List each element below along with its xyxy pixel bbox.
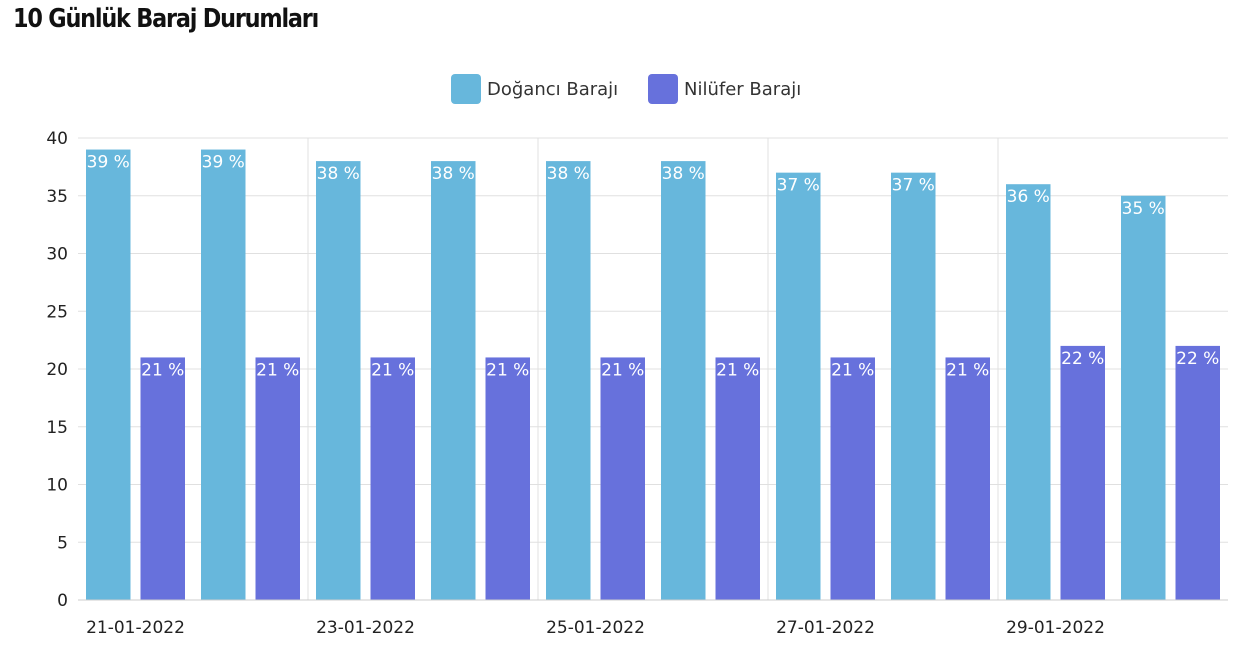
y-tick-label: 10 xyxy=(46,476,68,496)
bar-nilufer[interactable] xyxy=(945,357,991,600)
x-tick-label: 29-01-2022 xyxy=(1006,618,1105,638)
y-tick-label: 15 xyxy=(46,418,68,438)
bar-value-label: 39 % xyxy=(202,153,245,173)
axes: 0 5 10 15 20 25 30 35 40 21-01-2022 23-01-2022 25-0… xyxy=(46,129,1228,638)
grid-lines xyxy=(78,137,1228,600)
bar-doganci[interactable] xyxy=(776,172,821,600)
bar-value-label: 21 % xyxy=(371,360,414,380)
bar-doganci[interactable] xyxy=(891,172,936,600)
bar-doganci[interactable] xyxy=(1006,184,1051,600)
bar-value-label: 39 % xyxy=(87,153,130,173)
bar-value-label: 21 % xyxy=(946,360,989,380)
bar-value-label: 21 % xyxy=(831,360,874,380)
y-tick-label: 35 xyxy=(46,187,68,207)
bar-doganci[interactable] xyxy=(201,149,246,601)
y-tick-label: 40 xyxy=(46,129,68,149)
bar-value-label: 38 % xyxy=(432,164,475,184)
bar-value-label: 21 % xyxy=(141,360,184,380)
bar-value-label: 21 % xyxy=(256,360,299,380)
y-tick-label: 5 xyxy=(57,533,68,553)
bar-nilufer[interactable] xyxy=(140,357,186,600)
bar-doganci[interactable] xyxy=(316,161,361,600)
legend-label: Doğancı Barajı xyxy=(487,79,618,100)
bar-nilufer[interactable] xyxy=(1175,345,1221,600)
y-tick-label: 30 xyxy=(46,245,68,265)
legend-swatch xyxy=(648,74,678,104)
legend-item-nilufer[interactable]: Nilüfer Barajı xyxy=(648,74,801,104)
bar-nilufer[interactable] xyxy=(715,357,761,600)
bar-value-label: 38 % xyxy=(547,164,590,184)
x-tick-label: 27-01-2022 xyxy=(776,618,875,638)
y-tick-label: 20 xyxy=(46,360,68,380)
bar-value-label: 37 % xyxy=(777,176,820,196)
bar-value-label: 36 % xyxy=(1007,187,1050,207)
legend-item-doganci[interactable]: Doğancı Barajı xyxy=(451,74,618,104)
bar-doganci[interactable] xyxy=(1121,195,1166,600)
bars: 39 % 39 % 38 % 38 % 38 % 38 % 37 % 37 % 36 % 35 %… xyxy=(86,149,1221,601)
bar-nilufer[interactable] xyxy=(255,357,301,600)
bar-value-label: 21 % xyxy=(716,360,759,380)
legend-label: Nilüfer Barajı xyxy=(684,79,801,100)
bar-value-label: 35 % xyxy=(1122,199,1165,219)
bar-nilufer[interactable] xyxy=(485,357,531,600)
x-tick-label: 23-01-2022 xyxy=(316,618,415,638)
x-tick-label: 21-01-2022 xyxy=(86,618,185,638)
bar-value-label: 38 % xyxy=(317,164,360,184)
bar-nilufer[interactable] xyxy=(830,357,876,600)
bar-doganci[interactable] xyxy=(661,161,706,600)
chart-title: 10 Günlük Baraj Durumları xyxy=(13,4,319,34)
bar-doganci[interactable] xyxy=(86,149,131,601)
y-tick-label: 25 xyxy=(46,302,68,322)
bar-value-label: 37 % xyxy=(892,176,935,196)
legend-swatch xyxy=(451,74,481,104)
legend[interactable]: Doğancı Barajı Nilüfer Barajı xyxy=(451,74,801,104)
x-tick-label: 25-01-2022 xyxy=(546,618,645,638)
bar-value-label: 22 % xyxy=(1061,349,1104,369)
bar-nilufer[interactable] xyxy=(370,357,416,600)
bar-doganci[interactable] xyxy=(431,161,476,600)
bar-value-label: 22 % xyxy=(1176,349,1219,369)
bar-value-label: 21 % xyxy=(601,360,644,380)
bar-doganci[interactable] xyxy=(546,161,591,600)
bar-nilufer[interactable] xyxy=(1060,345,1106,600)
bar-value-label: 21 % xyxy=(486,360,529,380)
bar-nilufer[interactable] xyxy=(600,357,646,600)
bar-value-label: 38 % xyxy=(662,164,705,184)
y-tick-label: 0 xyxy=(57,591,68,611)
